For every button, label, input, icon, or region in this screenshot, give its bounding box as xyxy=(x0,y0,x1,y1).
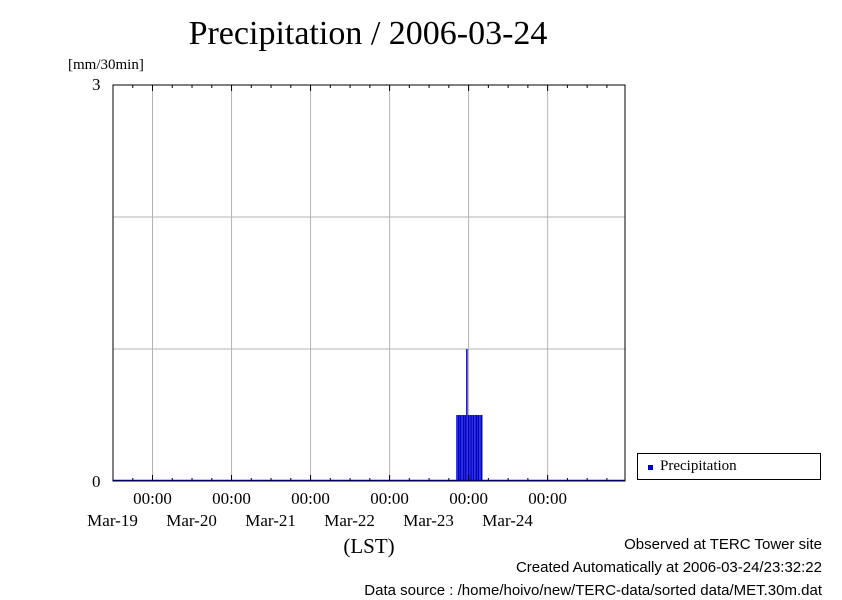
grid-lines xyxy=(113,85,625,481)
y-axis-unit-label: [mm/30min] xyxy=(68,57,144,73)
legend-label-precipitation: Precipitation xyxy=(660,458,737,474)
x-tick-label-time: 00:00 xyxy=(449,489,488,508)
y-tick-label-max: 3 xyxy=(92,75,101,94)
x-tick-label-time: 00:00 xyxy=(370,489,409,508)
x-tick-label-time: 00:00 xyxy=(212,489,251,508)
x-tick-label-date: Mar-22 xyxy=(324,511,375,530)
x-tick-label-date: Mar-21 xyxy=(245,511,296,530)
precipitation-bar xyxy=(476,415,478,481)
footer-created-timestamp: Created Automatically at 2006-03-24/23:3… xyxy=(515,559,822,576)
footer-observed-site: Observed at TERC Tower site xyxy=(624,536,822,553)
precipitation-bar xyxy=(462,415,465,481)
legend: Precipitation xyxy=(637,453,821,480)
precipitation-bar xyxy=(474,415,476,481)
y-tick-label-min: 0 xyxy=(92,472,101,491)
x-axis-label: (LST) xyxy=(343,534,395,558)
x-tick-label-time: 00:00 xyxy=(291,489,330,508)
precipitation-bar xyxy=(469,415,471,481)
precipitation-bar xyxy=(467,415,470,481)
precipitation-bar xyxy=(466,349,468,481)
axis-ticks xyxy=(113,84,625,482)
x-tick-label-date: Mar-19 xyxy=(87,511,138,530)
x-tick-label-date: Mar-24 xyxy=(482,511,533,530)
x-tick-label-time: 00:00 xyxy=(133,489,172,508)
x-tick-label-date: Mar-23 xyxy=(403,511,454,530)
precipitation-bar xyxy=(472,415,475,481)
precipitation-bar xyxy=(464,415,466,481)
precipitation-bar xyxy=(479,415,481,481)
precipitation-bar xyxy=(461,415,463,481)
precipitation-bar xyxy=(480,415,483,481)
precipitation-bar xyxy=(477,415,480,481)
precipitation-bar xyxy=(457,415,460,481)
plot-frame xyxy=(112,84,626,482)
legend-swatch-precipitation xyxy=(648,465,653,470)
footer-data-source: Data source : /home/hoivo/new/TERC-data/… xyxy=(364,582,822,599)
x-tick-label-time: 00:00 xyxy=(528,489,567,508)
precipitation-bar xyxy=(459,415,462,481)
precipitation-bar xyxy=(456,415,458,481)
precipitation-bar xyxy=(471,415,473,481)
precipitation-bars xyxy=(456,349,483,481)
x-tick-label-date: Mar-20 xyxy=(166,511,217,530)
chart-title: Precipitation / 2006-03-24 xyxy=(188,15,548,52)
